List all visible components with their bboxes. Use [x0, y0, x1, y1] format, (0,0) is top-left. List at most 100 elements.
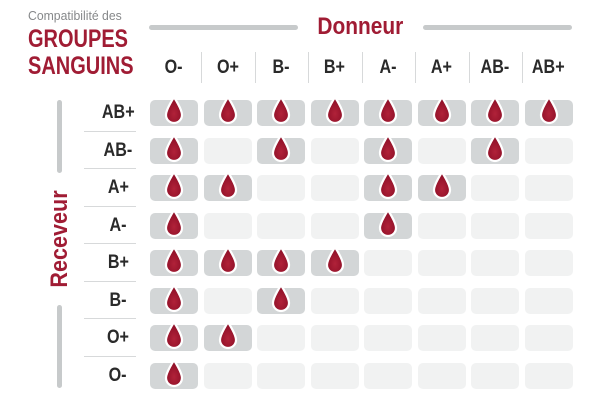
receiver-bracket-top: [57, 100, 62, 173]
cell-A--A-: [364, 208, 412, 239]
cell-B+-A-: [364, 250, 412, 276]
cell-A--A+: [417, 212, 466, 239]
cell-AB+-A-: [364, 96, 412, 126]
cell-B+-O+: [203, 246, 252, 276]
blood-drop-icon: [164, 133, 184, 162]
cell-O+-A+: [417, 325, 466, 351]
blood-drop-icon: [539, 96, 558, 125]
cell-A+-AB-: [471, 175, 519, 201]
chart-title: Compatibilité des GROUPES SANGUINS: [28, 8, 160, 80]
cell-A--AB+: [524, 212, 573, 239]
cell-AB+-O+: [203, 96, 252, 126]
blood-drop-icon: [164, 96, 184, 125]
blood-drop-icon: [271, 133, 291, 162]
cell-AB--B+: [310, 137, 359, 164]
row-label-O+: O+: [92, 325, 144, 351]
cell-O+-AB+: [524, 325, 573, 351]
blood-drop-icon: [485, 133, 505, 162]
cell-AB+-A+: [417, 96, 466, 126]
cell-B+-AB-: [471, 250, 519, 276]
col-header-label: A-: [379, 57, 397, 78]
cell-B+-A+: [417, 250, 466, 276]
row-label-O-: O-: [92, 363, 144, 389]
row-label-A+: A+: [92, 175, 144, 201]
col-header-label: AB+: [532, 57, 565, 78]
cell-A+-AB+: [524, 175, 573, 201]
cell-O+-AB-: [471, 325, 519, 351]
receiver-bracket-bottom: [57, 305, 62, 388]
cell-AB+-B+: [310, 96, 359, 126]
blood-drop-icon: [164, 358, 184, 387]
blood-drop-icon: [218, 246, 237, 275]
cell-B--B+: [310, 287, 359, 314]
col-header-O+: O+: [204, 52, 252, 84]
col-header-O-: O-: [150, 52, 198, 84]
cell-A--AB-: [471, 212, 519, 239]
blood-drop-icon: [378, 171, 398, 200]
blood-drop-icon: [218, 321, 237, 350]
cell-B+-AB+: [524, 250, 573, 276]
donor-axis-label: Donneur: [317, 13, 404, 40]
cell-A+-A+: [417, 171, 466, 201]
cell-B+-O-: [150, 246, 198, 276]
blood-drop-icon: [164, 283, 184, 312]
cell-A+-O-: [150, 171, 198, 201]
cell-AB--B-: [257, 133, 305, 164]
donor-bracket-left: [149, 24, 299, 30]
cell-O--O+: [203, 362, 252, 389]
blood-drop-icon: [164, 208, 184, 237]
cell-O--B-: [257, 362, 305, 389]
row-label-text: O-: [109, 364, 127, 386]
cell-O--AB-: [471, 362, 519, 389]
cell-O--A+: [417, 362, 466, 389]
cell-O--B+: [310, 362, 359, 389]
cell-O--A-: [364, 362, 412, 389]
blood-drop-icon: [378, 208, 398, 237]
cell-O--AB+: [524, 362, 573, 389]
row-label-text: O+: [107, 327, 129, 348]
title-kicker: Compatibilité des: [28, 8, 122, 23]
col-header-label: B+: [323, 57, 346, 78]
blood-drop-icon: [432, 171, 451, 200]
col-separator: [361, 52, 363, 83]
col-header-label: B-: [272, 57, 290, 78]
cell-AB+-B-: [257, 96, 305, 126]
row-label-text: B+: [107, 252, 129, 273]
cell-A+-A-: [364, 171, 412, 201]
cell-O+-B+: [310, 325, 359, 351]
blood-drop-icon: [325, 96, 344, 125]
cell-AB--O+: [203, 137, 252, 164]
cell-O+-O-: [150, 321, 198, 351]
row-separator: [84, 168, 136, 169]
col-header-A+: A+: [418, 52, 466, 84]
row-label-text: AB+: [101, 102, 135, 123]
blood-drop-icon: [164, 171, 184, 200]
col-header-label: AB-: [480, 57, 510, 78]
cell-O+-O+: [203, 321, 252, 351]
cell-A+-O+: [203, 171, 252, 201]
cell-A--O+: [203, 212, 252, 239]
cell-B--A-: [364, 287, 412, 314]
col-separator: [254, 52, 256, 83]
row-label-text: AB-: [103, 139, 133, 161]
row-label-A-: A-: [92, 213, 144, 239]
col-header-B-: B-: [257, 52, 305, 84]
row-separator: [84, 355, 136, 357]
cell-B--O-: [150, 283, 198, 314]
cell-O+-B-: [257, 325, 305, 351]
cell-AB--O-: [150, 133, 198, 164]
col-header-AB-: AB-: [471, 52, 519, 84]
cell-A--B+: [310, 212, 359, 239]
row-label-text: B-: [109, 289, 127, 311]
cell-B--O+: [203, 287, 252, 314]
cell-AB+-O-: [150, 96, 198, 126]
cell-B--A+: [417, 287, 466, 314]
cell-A--B-: [257, 212, 305, 239]
blood-drop-icon: [271, 283, 291, 312]
row-label-B-: B-: [92, 288, 144, 314]
blood-drop-icon: [325, 246, 344, 275]
cell-A+-B-: [257, 175, 305, 201]
col-separator: [415, 52, 416, 83]
col-header-A-: A-: [364, 52, 412, 84]
col-header-label: O+: [216, 57, 239, 78]
